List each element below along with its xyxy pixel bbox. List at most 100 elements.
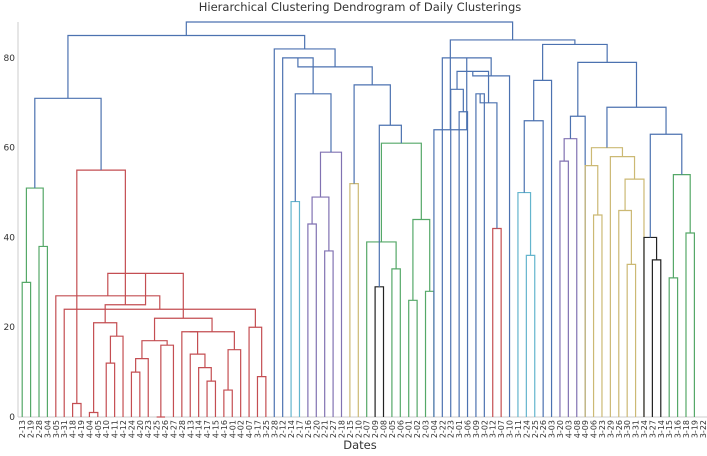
leaf-label: 3-01 [455,420,464,438]
y-axis-ticks: 0 20 40 60 80 [4,54,16,423]
leaf-label: 4-10 [102,420,111,438]
leaf-label: 4-28 [178,420,187,438]
leaf-label: 2-08 [380,420,389,438]
leaf-label: 3-18 [682,420,691,438]
leaf-label: 2-16 [304,420,313,438]
dendrogram-link [450,88,464,417]
leaf-label: 3-17 [253,420,262,438]
leaf-label: 4-24 [127,420,136,438]
dendrogram-link [672,174,691,278]
leaf-label: 2-22 [438,420,447,438]
dendrogram-link [590,147,624,166]
dendrogram-link [649,133,683,238]
dendrogram-link [651,259,662,417]
leaf-label: 3-31 [632,420,641,438]
dendrogram-links [21,21,695,418]
dendrogram-link [34,97,102,189]
leaf-label: 2-03 [422,420,431,438]
dendrogram-link [559,160,569,417]
dendrogram-link [542,43,608,81]
y-tick-label: 80 [4,54,16,64]
dendrogram-link [256,376,267,417]
dendrogram-link [592,214,603,417]
dendrogram-link [55,295,161,417]
dendrogram-link [374,286,385,417]
leaf-label: 4-25 [153,420,162,438]
leaf-label: 3-06 [464,420,473,438]
dendrogram-link [290,200,301,417]
dendrogram-link [307,223,317,417]
dendrogram-link [618,209,632,417]
dendrogram-link [38,245,49,417]
y-tick-label: 20 [4,323,16,333]
dendrogram-link [135,358,149,417]
leaf-labels: 2-13 2-19 2-28 3-04 3-05 3-31 4-18 4-19 4-04 4-05… [18,420,707,438]
leaf-label: 3-03 [548,420,557,438]
leaf-label: 4-06 [590,420,599,438]
leaf-label: 4-05 [94,420,103,438]
dendrogram-link [105,362,116,417]
leaf-label: 3-02 [480,420,489,438]
dendrogram-link [449,39,576,130]
leaf-label: 3-04 [43,420,52,438]
leaf-label: 2-13 [18,420,27,438]
leaf-label: 3-15 [665,420,674,438]
leaf-label: 3-22 [699,420,707,438]
dendrogram-link [349,182,359,417]
dendrogram-link [223,389,233,417]
leaf-label: 3-10 [506,420,515,438]
dendrogram-link [141,340,168,359]
leaf-label: 3-25 [262,420,271,438]
dendrogram-link [380,142,422,242]
leaf-label: 3-30 [623,420,632,438]
dendrogram-link [248,326,263,417]
leaf-label: 2-04 [430,420,439,438]
dendrogram-link [189,353,206,417]
leaf-label: 4-09 [581,420,590,438]
leaf-label: 4-11 [111,420,120,438]
dendrogram-link [685,232,695,417]
leaf-label: 3-05 [52,420,61,438]
dendrogram-link [533,79,553,417]
leaf-label: 4-08 [573,420,582,438]
leaf-label: 4-04 [85,420,94,438]
dendrogram-link [206,380,217,417]
leaf-label: 4-16 [220,420,229,438]
leaf-label: 3-24 [640,420,649,438]
y-tick-label: 0 [9,413,15,423]
dendrogram-link [412,218,431,301]
leaf-label: 3-19 [690,420,699,438]
dendrogram-link [472,71,511,417]
dendrogram-link [294,93,332,202]
leaf-label: 4-20 [136,420,145,438]
leaf-label: 3-23 [598,420,607,438]
dendrogram-link [668,277,679,417]
leaf-label: 3-09 [472,420,481,438]
dendrogram-link [227,349,242,417]
leaf-label: 2-17 [295,420,304,438]
leaf-label: 4-12 [119,420,128,438]
dendrogram-link [297,57,373,85]
leaf-label: 3-26 [615,420,624,438]
leaf-label: 2-24 [522,420,531,438]
leaf-label: 2-18 [337,420,346,438]
leaf-label: 2-02 [413,420,422,438]
x-axis-label: Dates [343,438,376,452]
y-tick-label: 40 [4,233,16,243]
leaf-label: 3-31 [60,420,69,438]
dendrogram-link [569,115,586,417]
dendrogram-link [563,138,578,417]
leaf-label: 4-19 [77,420,86,438]
leaf-label: 4-23 [144,420,153,438]
leaf-label: 2-27 [329,420,338,438]
leaf-label: 3-07 [497,420,506,438]
leaf-label: 3-11 [514,420,523,438]
leaf-label: 2-19 [27,420,36,438]
dendrogram-link [88,411,99,417]
leaf-label: 4-26 [161,420,170,438]
dendrogram-link [153,317,213,341]
leaf-label: 2-26 [539,420,548,438]
leaf-label: 2-09 [371,420,380,438]
